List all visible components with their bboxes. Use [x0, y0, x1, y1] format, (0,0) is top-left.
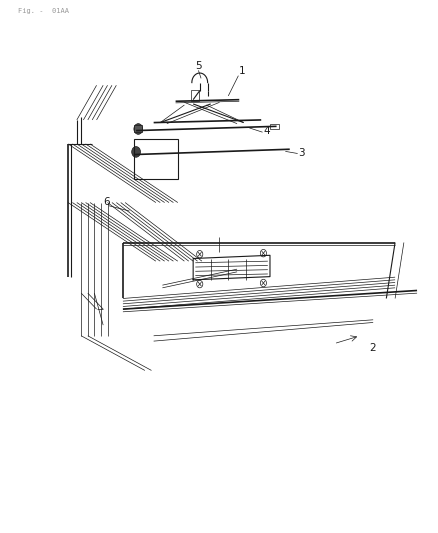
Text: 3: 3	[298, 148, 304, 158]
Text: 4: 4	[263, 126, 269, 136]
Bar	[191, 90, 199, 101]
Text: 2: 2	[368, 343, 374, 353]
Bar	[269, 124, 278, 129]
Text: Fig. -  01AA: Fig. - 01AA	[18, 8, 68, 14]
Text: 6: 6	[103, 197, 110, 207]
Circle shape	[131, 147, 140, 157]
Bar	[134, 139, 177, 179]
Text: 5: 5	[195, 61, 201, 71]
Circle shape	[134, 124, 142, 134]
Text: 1: 1	[239, 66, 245, 76]
Bar	[134, 125, 141, 132]
